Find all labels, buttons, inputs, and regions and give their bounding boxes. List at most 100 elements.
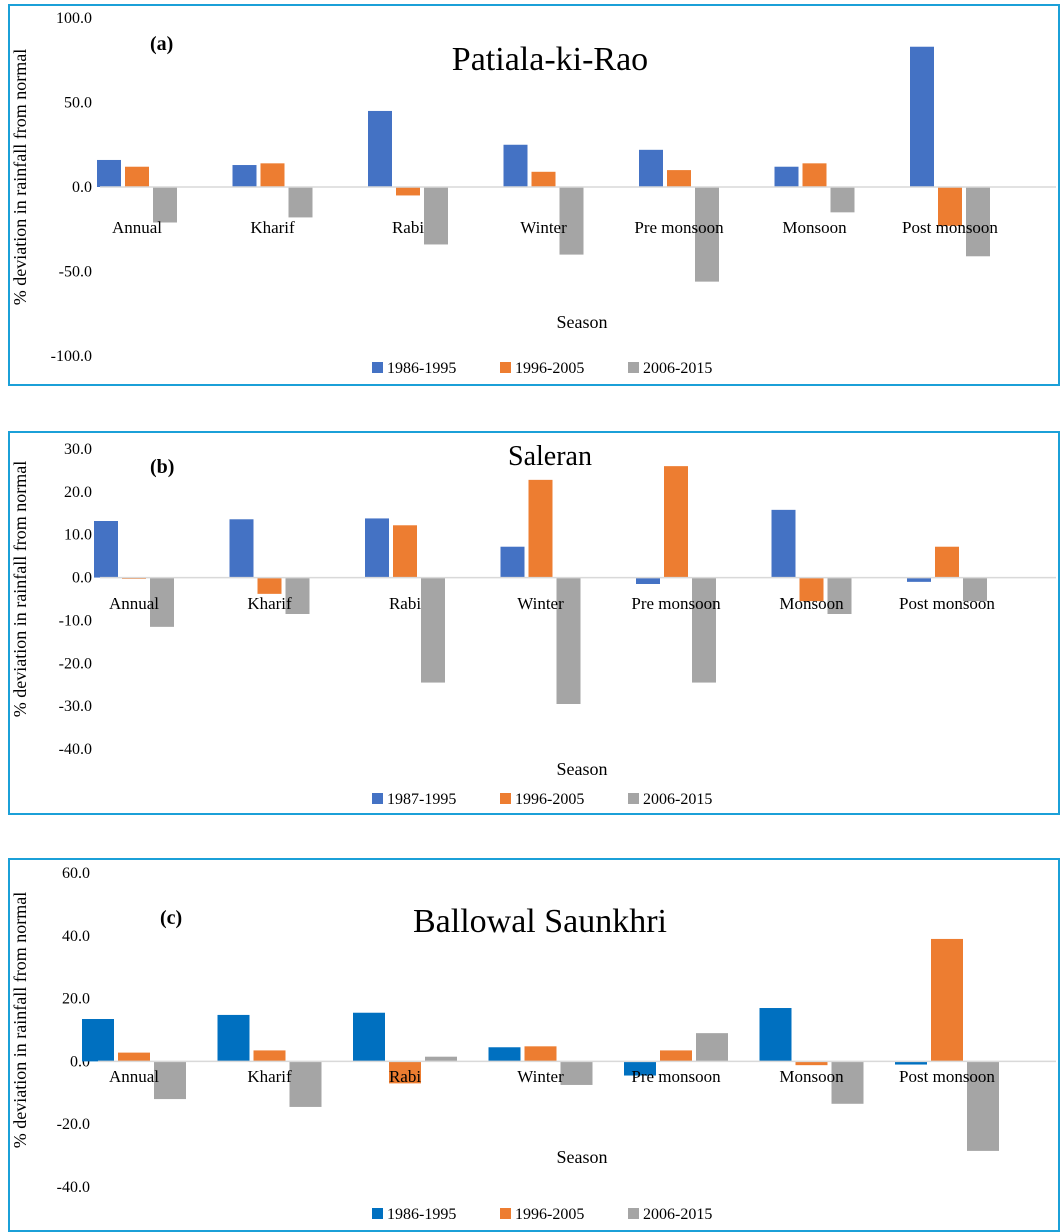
bar-b-1-2 [285,577,310,614]
category-label: Pre monsoon [631,594,721,613]
bar-b-2-2 [421,577,445,683]
category-label: Annual [109,1067,159,1086]
bar-a-6-0 [910,46,934,188]
x-axis-label: Season [557,1147,608,1167]
x-axis-label: Season [557,759,608,779]
y-tick-label: -20.0 [59,655,92,672]
bar-b-6-1 [935,546,959,578]
legend-swatch [628,1208,639,1219]
bar-b-5-1 [799,577,824,602]
category-label: Monsoon [782,218,847,237]
bar-c-4-2 [696,1033,728,1062]
legend-label: 1996-2005 [515,1206,584,1223]
bar-a-6-1 [938,187,962,226]
legend-swatch [372,362,383,373]
bar-a-2-1 [396,187,420,196]
bar-c-0-2 [154,1061,186,1100]
bar-c-5-1 [795,1061,828,1066]
bar-b-6-2 [963,577,987,602]
bar-a-5-2 [830,187,855,213]
bar-b-5-0 [771,509,796,578]
bar-c-6-1 [931,938,963,1062]
bar-c-5-0 [759,1008,792,1062]
bar-c-3-0 [488,1047,521,1062]
chart-panel-b: 30.0 20.0 10.0 0.0 -10.0 -20.0 -30.0 -40.0 Annua… [8,431,1060,815]
bar-a-3-0 [503,144,528,187]
legend-label: 2006-2015 [643,1206,712,1223]
bar-c-4-1 [660,1050,692,1062]
legend-label: 1996-2005 [515,791,584,808]
bar-b-1-0 [229,519,254,578]
bar-b-3-2 [556,577,581,704]
category-label: Post monsoon [899,594,995,613]
legend-label: 2006-2015 [643,791,712,808]
y-tick-label: 50.0 [64,95,92,112]
x-axis-label: Season [557,312,608,332]
legend-swatch [628,793,639,804]
bar-a-2-0 [368,110,392,187]
y-tick-label: 20.0 [62,991,90,1008]
y-axis-label: % deviation in rainfall from normal [10,49,30,305]
bar-b-4-0 [636,577,660,584]
y-tick-label: 30.0 [64,441,92,458]
y-tick-label: 60.0 [62,865,90,882]
legend-swatch [500,1208,511,1219]
category-label: Kharif [247,594,292,613]
bar-a-4-0 [639,149,663,187]
category-label: Kharif [247,1067,292,1086]
bar-b-2-1 [393,525,417,578]
y-tick-label: -40.0 [59,741,92,758]
category-label: Post monsoon [902,218,998,237]
bar-a-5-1 [802,163,827,187]
panel-tag: (c) [160,907,182,929]
bar-b-3-1 [528,479,553,578]
bar-a-1-1 [260,163,285,187]
bar-c-2-0 [353,1012,385,1062]
bar-c-2-2 [425,1056,457,1062]
bar-c-1-2 [289,1061,322,1107]
bar-b-5-2 [827,577,852,614]
bar-a-6-2 [966,187,990,257]
legend-label: 2006-2015 [643,360,712,377]
bar-c-1-1 [253,1050,286,1062]
y-tick-label: 40.0 [62,928,90,945]
bar-b-4-1 [664,466,688,578]
category-label: Winter [517,594,564,613]
category-label: Pre monsoon [634,218,724,237]
category-label: Monsoon [779,594,844,613]
category-label: Annual [109,594,159,613]
category-label: Post monsoon [899,1067,995,1086]
bar-c-2-1 [389,1061,421,1084]
legend-label: 1986-1995 [387,360,456,377]
y-tick-label: 10.0 [64,527,92,544]
legend-label: 1996-2005 [515,360,584,377]
panel-tag: (a) [150,33,173,55]
bar-a-1-2 [288,187,313,218]
chart-title: Ballowal Saunkhri [413,903,667,940]
y-tick-label: -50.0 [59,264,92,281]
y-tick-label: -20.0 [57,1116,90,1133]
legend-swatch [500,362,511,373]
bar-b-3-0 [500,546,525,578]
bar-c-0-1 [118,1052,150,1062]
legend-swatch [372,793,383,804]
y-axis-label: % deviation in rainfall from normal [10,461,30,717]
bar-b-4-2 [692,577,716,683]
legend-label: 1986-1995 [387,1206,456,1223]
y-tick-label: -100.0 [51,348,92,365]
bar-b-1-1 [257,577,282,594]
y-tick-label: 20.0 [64,484,92,501]
bar-b-0-2 [150,577,174,627]
y-tick-label: -30.0 [59,698,92,715]
bar-a-0-0 [97,159,121,187]
bar-c-6-0 [895,1061,927,1065]
bar-a-1-0 [232,165,257,187]
chart-panel-a: 100.0 50.0 0.0 -50.0 -100.0 Annual Kharif Rabi W… [8,4,1060,386]
bar-a-3-2 [559,187,584,255]
category-label: Annual [112,218,162,237]
bar-a-4-2 [695,187,719,282]
bar-a-3-1 [531,171,556,187]
bar-c-6-2 [967,1061,999,1151]
category-label: Monsoon [779,1067,844,1086]
